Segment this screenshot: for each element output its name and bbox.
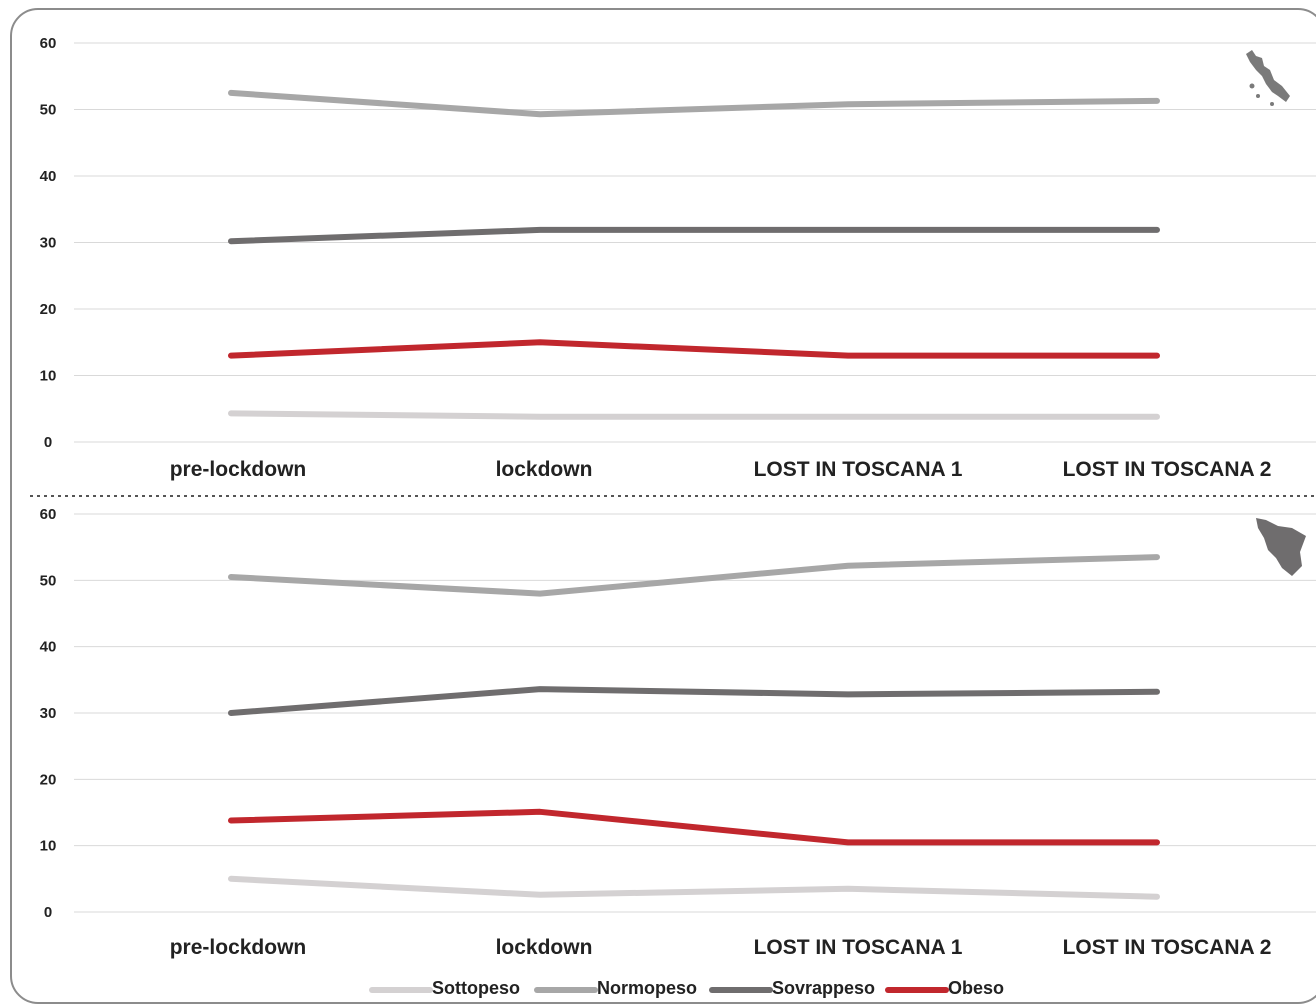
series-line-normopeso [228, 89, 1160, 118]
x-category-label: lockdown [496, 458, 593, 481]
legend-item-sottopeso: Sottopeso [369, 978, 520, 998]
y-tick-label: 30 [40, 705, 57, 722]
y-tick-label: 30 [40, 235, 57, 252]
y-tick-label: 60 [40, 35, 57, 52]
chart-frame [10, 8, 1316, 1004]
y-tick-label: 20 [40, 771, 57, 788]
legend-item-sovrappeso: Sovrappeso [709, 978, 875, 998]
y-tick-label: 60 [40, 506, 57, 523]
tuscany-map-icon [1256, 518, 1306, 576]
x-category-label: LOST IN TOSCANA 2 [1063, 458, 1272, 481]
y-tick-label: 0 [44, 904, 52, 921]
x-category-label: lockdown [496, 936, 593, 959]
legend-label-obeso: Obeso [948, 978, 1004, 998]
series-line-sovrappeso [228, 226, 1160, 245]
legend-label-sovrappeso: Sovrappeso [772, 978, 875, 998]
legend-label-sottopeso: Sottopeso [432, 978, 520, 998]
x-category-label: LOST IN TOSCANA 1 [754, 458, 963, 481]
x-category-label: LOST IN TOSCANA 1 [754, 936, 963, 959]
y-tick-label: 50 [40, 102, 57, 119]
y-tick-label: 20 [40, 301, 57, 318]
x-category-label: pre-lockdown [170, 936, 307, 959]
legend-label-normopeso: Normopeso [597, 978, 697, 998]
series-line-sottopeso [228, 875, 1160, 900]
x-category-label: pre-lockdown [170, 458, 307, 481]
chart-panel-2: 0 10 20 30 40 50 60 pre-lockdown lockdown LOST IN… [40, 506, 1316, 959]
y-tick-label: 0 [44, 434, 52, 451]
legend-item-normopeso: Normopeso [534, 978, 697, 998]
y-tick-label: 50 [40, 572, 57, 589]
series-line-sovrappeso [228, 686, 1160, 716]
y-tick-label: 10 [40, 368, 57, 385]
series-line-normopeso [228, 554, 1160, 597]
legend-item-obeso: Obeso [885, 978, 1004, 998]
chart-panel-1: 0 10 20 30 40 50 60 pre-lockdown lockdown LOST IN… [40, 35, 1316, 481]
series-line-obeso [228, 339, 1160, 359]
series-line-obeso [228, 808, 1160, 846]
y-tick-label: 40 [40, 168, 57, 185]
y-tick-label: 40 [40, 639, 57, 656]
series-line-sottopeso [228, 410, 1160, 420]
x-category-label: LOST IN TOSCANA 2 [1063, 936, 1272, 959]
y-tick-label: 10 [40, 838, 57, 855]
italy-map-icon [1246, 50, 1290, 106]
legend: Sottopeso Normopeso Sovrappeso Obeso [369, 978, 1004, 998]
